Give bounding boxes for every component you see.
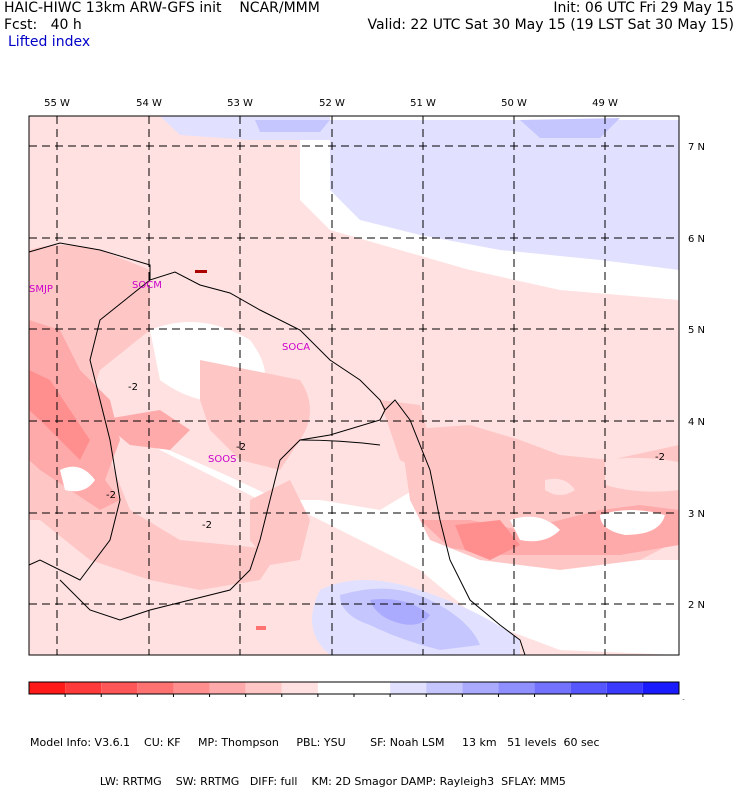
colorbar-label: -6: [132, 699, 142, 700]
field-name: Lifted index: [8, 34, 91, 50]
colorbar: -8 -7 -6 -5 -4 -3 -2 -1 0 1 2 3 4 5 6 7 8 °C: [28, 681, 693, 700]
colorbar-label: 1: [387, 699, 393, 700]
colorbar-swatch: [65, 682, 102, 694]
colorbar-label: 2: [423, 699, 429, 700]
contour-label: -2: [106, 490, 116, 501]
axis-labels: 55 W 54 W 53 W 52 W 51 W 50 W 49 W 7 N 6 N 5 N 4 N…: [44, 98, 705, 611]
colorbar-unit: °C: [681, 699, 693, 700]
colorbar-label: -3: [241, 699, 251, 700]
contour-label: -2: [655, 452, 665, 463]
colorbar-label: 4: [495, 699, 501, 700]
colorbar-label: -8: [60, 699, 70, 700]
colorbar-label: -5: [168, 699, 178, 700]
forecast-hour: Fcst: 40 h: [4, 17, 82, 33]
lat-label: 6 N: [688, 234, 705, 245]
lat-label: 4 N: [688, 417, 705, 428]
fcst-label: Fcst:: [4, 17, 38, 33]
contour-label: -2: [202, 520, 212, 531]
colorbar-swatch: [354, 682, 391, 694]
colorbar-swatch: [498, 682, 535, 694]
colorbar-swatch: [137, 682, 174, 694]
map-frame: [28, 115, 680, 656]
model-title: HAIC-HIWC 13km ARW-GFS init NCAR/MMM: [4, 0, 320, 16]
lat-label: 5 N: [688, 325, 705, 336]
contour-label: -2: [236, 442, 246, 453]
model-name: HAIC-HIWC 13km ARW-GFS init: [4, 0, 222, 16]
colorbar-label: 3: [459, 699, 465, 700]
colorbar-label: -1: [313, 699, 323, 700]
station-socm: SOCM: [132, 280, 162, 291]
org-name: NCAR/MMM: [239, 0, 320, 16]
lon-label: 49 W: [592, 98, 618, 109]
colorbar-swatch: [606, 682, 643, 694]
fcst-value: 40 h: [50, 17, 82, 33]
station-soos: SOOS: [208, 454, 236, 465]
shaded-field: [29, 116, 679, 655]
model-info: Model Info: V3.6.1 CU: KF MP: Thompson P…: [30, 710, 600, 801]
colorbar-swatch: [209, 682, 246, 694]
contour-label: -2: [128, 382, 138, 393]
colorbar-label: -2: [277, 699, 287, 700]
colorbar-swatch: [245, 682, 282, 694]
colorbar-label: -7: [96, 699, 106, 700]
colorbar-swatch: [317, 682, 354, 694]
coastline-and-borders: [28, 242, 526, 656]
model-info-line2: LW: RRTMG SW: RRTMG DIFF: full KM: 2D Sm…: [30, 775, 566, 788]
colorbar-label: 8: [640, 699, 646, 700]
init-time: Init: 06 UTC Fri 29 May 15: [553, 0, 734, 16]
colorbar-swatch: [426, 682, 463, 694]
colorbar-label: 5: [531, 699, 537, 700]
lon-label: 55 W: [44, 98, 70, 109]
lat-label: 3 N: [688, 509, 705, 520]
colorbar-swatch: [101, 682, 138, 694]
colorbar-label: 0: [351, 699, 357, 700]
lon-label: 50 W: [501, 98, 527, 109]
lon-label: 51 W: [410, 98, 436, 109]
lat-label: 7 N: [688, 142, 705, 153]
colorbar-swatch: [29, 682, 66, 694]
station-labels: SMJP SOCM SOCA SOOS: [29, 280, 310, 465]
colorbar-swatch: [642, 682, 679, 694]
colorbar-label: 7: [604, 699, 610, 700]
colorbar-swatch: [281, 682, 318, 694]
colorbar-swatch: [534, 682, 571, 694]
contour-labels: -2 -2 -2 -2 -2: [106, 382, 665, 531]
colorbar-label: -4: [205, 699, 215, 700]
lat-lon-grid: [29, 116, 679, 655]
station-soca: SOCA: [282, 342, 310, 353]
lon-label: 52 W: [319, 98, 345, 109]
lon-label: 53 W: [227, 98, 253, 109]
model-info-line1: Model Info: V3.6.1 CU: KF MP: Thompson P…: [30, 736, 600, 749]
station-smjp: SMJP: [29, 284, 53, 295]
colorbar-swatch: [390, 682, 427, 694]
lon-label: 54 W: [136, 98, 162, 109]
colorbar-swatch: [173, 682, 210, 694]
lat-label: 2 N: [688, 600, 705, 611]
valid-time: Valid: 22 UTC Sat 30 May 15 (19 LST Sat …: [367, 17, 734, 33]
colorbar-swatch: [462, 682, 499, 694]
colorbar-label: 6: [567, 699, 573, 700]
lifted-index-map: 55 W 54 W 53 W 52 W 51 W 50 W 49 W 7 N 6 N 5 N 4 N…: [28, 98, 705, 700]
colorbar-swatch: [570, 682, 607, 694]
